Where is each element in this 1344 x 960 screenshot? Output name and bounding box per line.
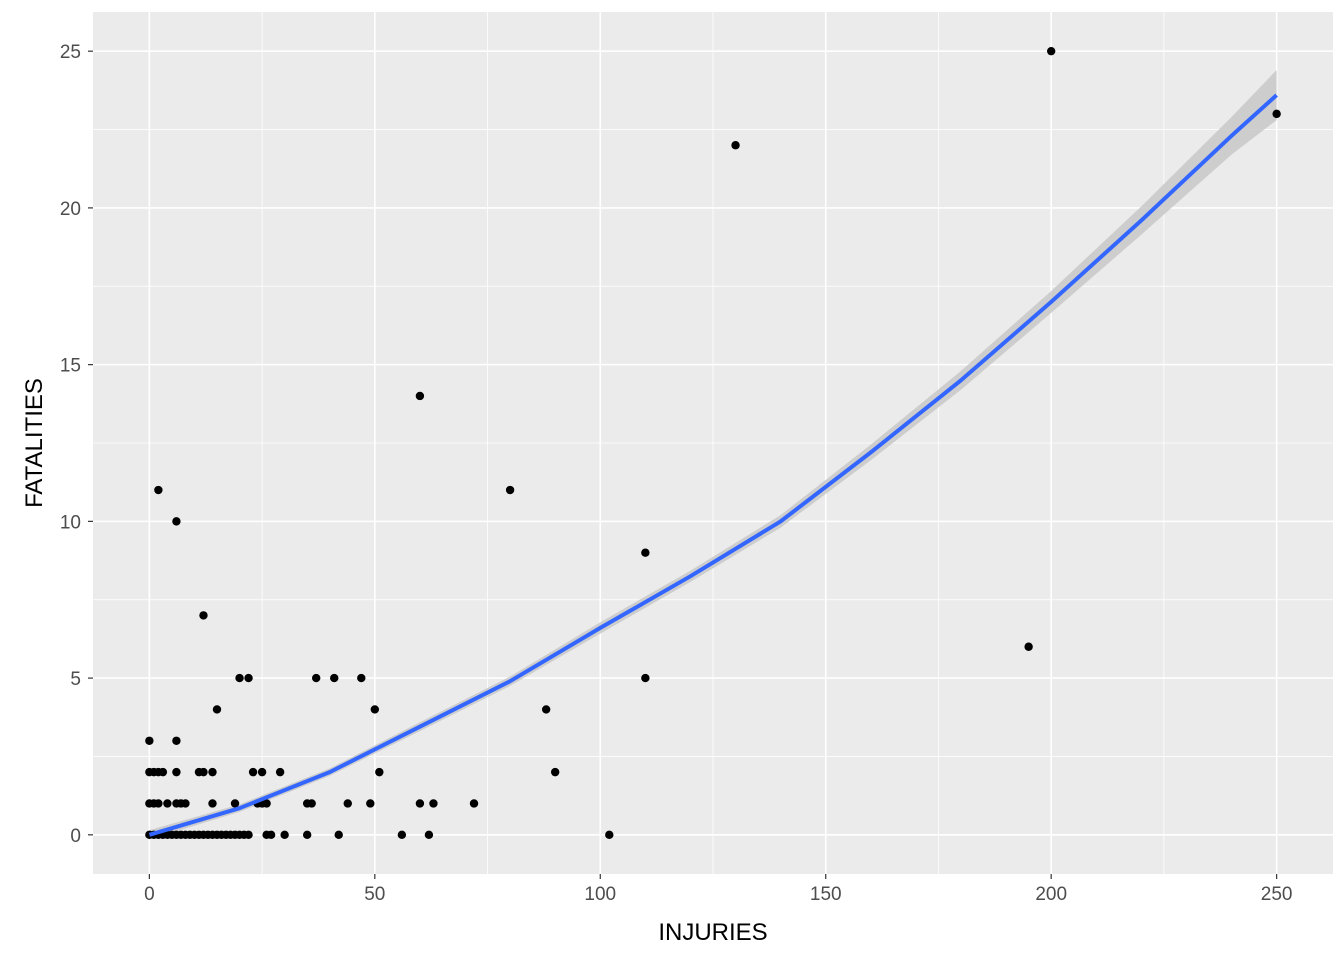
data-point xyxy=(212,705,222,714)
data-point xyxy=(172,767,181,777)
data-point xyxy=(415,799,425,808)
x-tick-label: 0 xyxy=(144,884,155,905)
data-point xyxy=(366,799,375,808)
data-point xyxy=(334,830,343,840)
data-point xyxy=(370,705,380,714)
x-axis-title: INJURIES xyxy=(658,919,767,946)
data-point xyxy=(244,830,253,840)
data-point xyxy=(154,485,163,495)
y-tick-label: 5 xyxy=(70,669,81,690)
x-tick-label: 150 xyxy=(810,884,842,905)
data-point xyxy=(330,673,339,683)
data-point xyxy=(172,736,181,745)
y-axis-ticks: 0 5 10 15 20 25 xyxy=(60,42,93,847)
data-point xyxy=(397,830,407,840)
x-tick-label: 100 xyxy=(584,884,616,905)
data-point xyxy=(248,767,258,777)
data-point xyxy=(145,736,154,745)
y-tick-label: 15 xyxy=(60,356,81,377)
data-point xyxy=(244,673,253,683)
data-point xyxy=(550,767,560,777)
data-point xyxy=(641,548,650,557)
data-point xyxy=(424,830,434,840)
data-point xyxy=(154,799,163,808)
points-layer xyxy=(145,46,1281,840)
x-tick-label: 200 xyxy=(1035,884,1067,905)
data-point xyxy=(307,799,316,808)
data-point xyxy=(235,673,244,683)
data-point xyxy=(199,767,208,777)
data-point xyxy=(375,767,384,777)
data-point xyxy=(541,705,551,714)
grid-major xyxy=(93,12,1333,874)
data-point xyxy=(181,799,190,808)
data-point xyxy=(505,485,515,495)
data-point xyxy=(262,799,271,808)
data-point xyxy=(429,799,438,808)
data-point xyxy=(1046,46,1056,56)
y-tick-label: 25 xyxy=(60,42,81,63)
data-point xyxy=(280,830,289,840)
data-point xyxy=(312,673,321,683)
data-point xyxy=(199,611,208,620)
data-point xyxy=(641,673,650,683)
data-point xyxy=(357,673,366,683)
data-point xyxy=(230,799,240,808)
data-point xyxy=(731,141,740,150)
data-point xyxy=(343,799,352,808)
data-point xyxy=(415,391,425,401)
data-point xyxy=(1024,642,1033,651)
data-point xyxy=(158,767,168,777)
data-point xyxy=(266,830,276,840)
data-point xyxy=(163,799,172,808)
x-tick-label: 50 xyxy=(364,884,385,905)
data-point xyxy=(208,767,217,777)
y-axis-title: FATALITIES xyxy=(21,378,48,508)
data-point xyxy=(208,799,217,808)
grid-minor xyxy=(93,12,1333,874)
smooth-line xyxy=(148,93,1278,837)
y-tick-label: 0 xyxy=(70,826,81,847)
data-point xyxy=(257,767,267,777)
data-point xyxy=(605,830,614,840)
x-tick-label: 250 xyxy=(1261,884,1293,905)
data-point xyxy=(172,517,181,526)
data-point xyxy=(275,767,285,777)
data-point xyxy=(302,830,312,840)
y-tick-label: 20 xyxy=(60,199,81,220)
smooth-line-layer xyxy=(148,93,1278,837)
data-point xyxy=(1272,109,1281,119)
y-tick-label: 10 xyxy=(60,512,81,533)
data-point xyxy=(469,799,479,808)
x-axis-ticks: 0 50 100 150 200 250 xyxy=(144,874,1292,905)
